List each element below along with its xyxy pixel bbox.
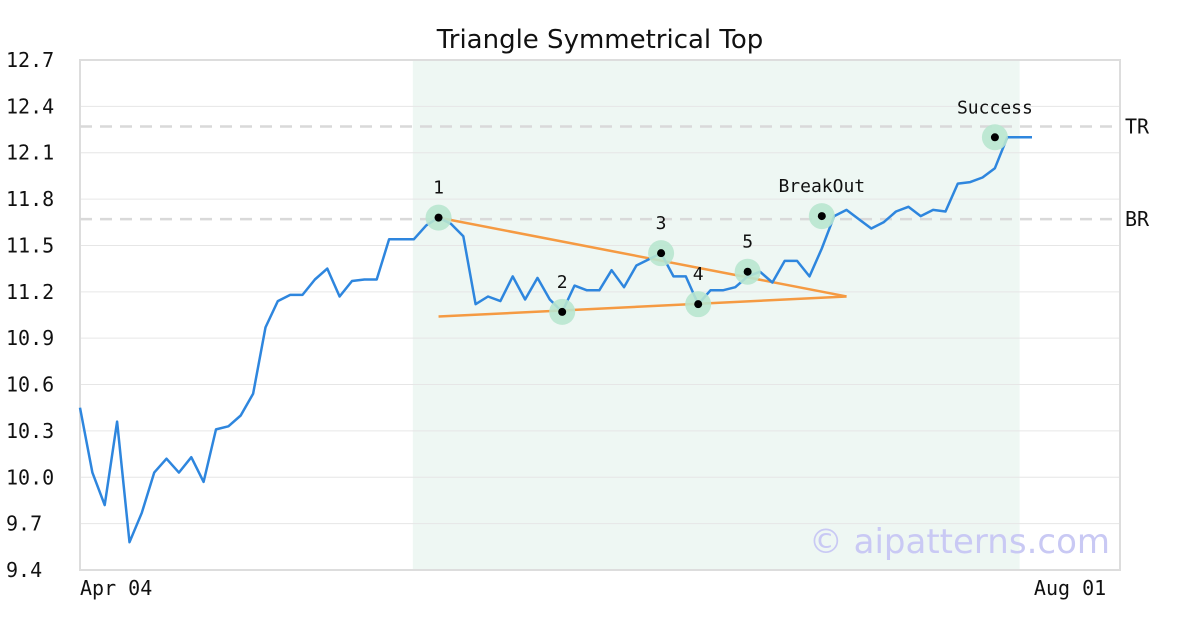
pattern-point-label: 3 bbox=[656, 213, 667, 234]
chart-title: Triangle Symmetrical Top bbox=[436, 25, 764, 55]
pattern-highlight-band bbox=[412, 60, 1020, 570]
y-tick-label: 11.5 bbox=[6, 233, 54, 257]
pattern-point-label: 4 bbox=[693, 264, 704, 285]
pattern-point-marker bbox=[817, 212, 826, 221]
reference-line-label: BR bbox=[1125, 207, 1150, 231]
pattern-point-marker bbox=[558, 307, 567, 316]
x-tick-label: Aug 01 bbox=[1034, 576, 1106, 600]
watermark: © aipatterns.com bbox=[809, 522, 1110, 562]
x-tick-label: Apr 04 bbox=[80, 576, 152, 600]
pattern-point-label: 1 bbox=[433, 178, 444, 199]
pattern-point-marker bbox=[657, 249, 666, 258]
y-tick-label: 12.4 bbox=[6, 94, 54, 118]
triangle-trendline bbox=[438, 216, 847, 298]
y-tick-label: 11.2 bbox=[6, 280, 54, 304]
pattern-point-label: 2 bbox=[557, 272, 568, 293]
plot-frame bbox=[79, 59, 1121, 571]
reference-line-label: TR bbox=[1125, 114, 1150, 138]
y-tick-label: 12.7 bbox=[6, 48, 54, 72]
y-tick-label: 9.7 bbox=[6, 512, 42, 536]
pattern-point-label: Success bbox=[957, 97, 1033, 118]
pattern-point-marker bbox=[694, 300, 703, 309]
pattern-point-marker bbox=[743, 267, 752, 276]
y-tick-label: 11.8 bbox=[6, 187, 54, 211]
y-tick-label: 9.4 bbox=[6, 558, 42, 582]
pattern-point-marker bbox=[434, 213, 443, 222]
y-tick-label: 10.0 bbox=[6, 465, 54, 489]
pattern-point-marker bbox=[990, 133, 999, 142]
y-tick-label: 12.1 bbox=[6, 141, 54, 165]
y-tick-label: 10.3 bbox=[6, 419, 54, 443]
pattern-point-label: 5 bbox=[742, 232, 753, 253]
triangle-trendline bbox=[438, 295, 847, 318]
y-tick-label: 10.9 bbox=[6, 326, 54, 350]
pattern-point-label: BreakOut bbox=[778, 176, 865, 197]
y-tick-label: 10.6 bbox=[6, 373, 54, 397]
